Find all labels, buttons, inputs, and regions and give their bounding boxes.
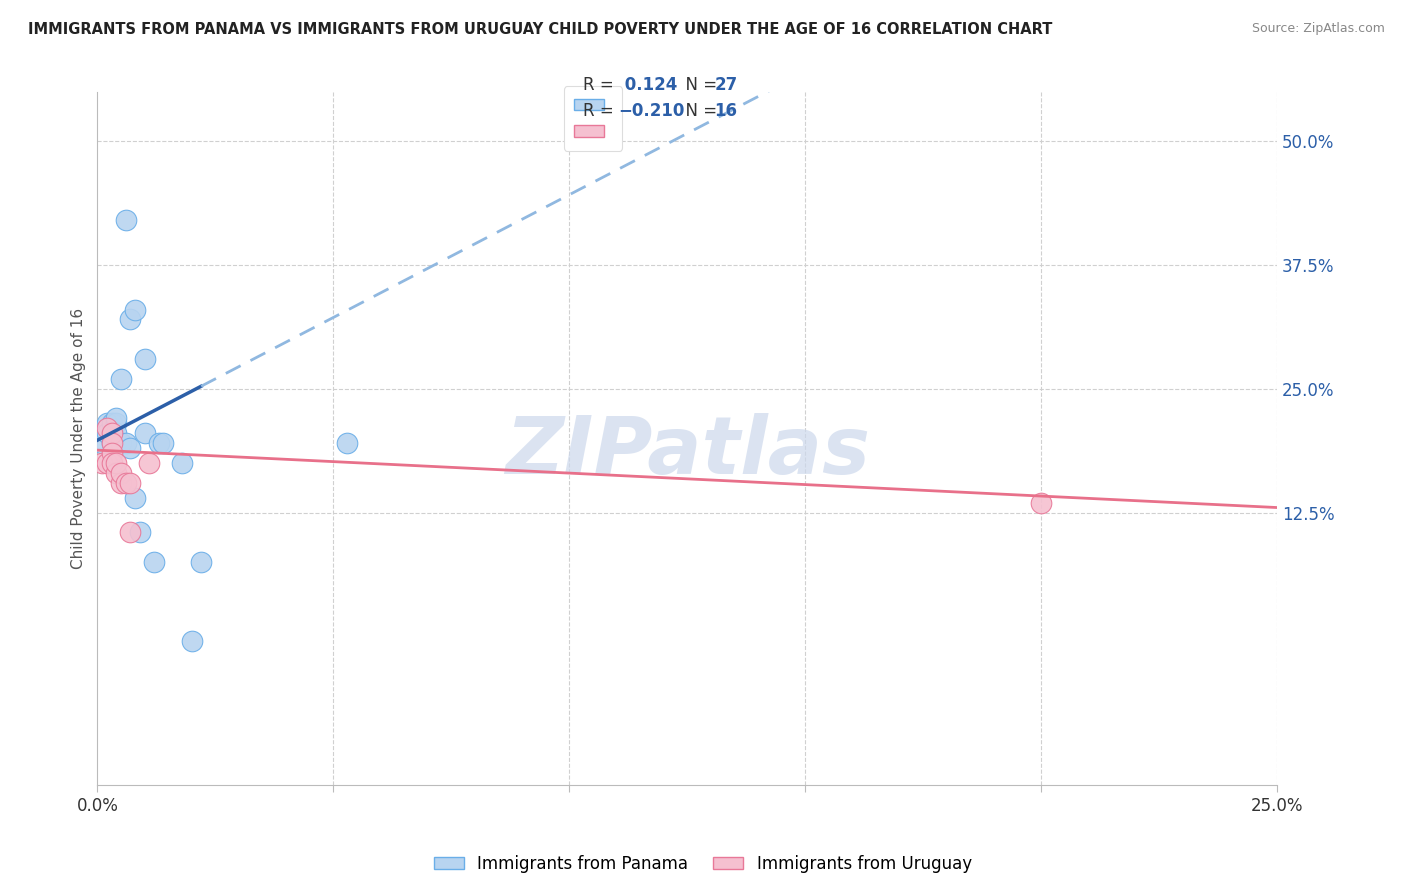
- Point: [114, 436, 136, 450]
- Text: −0.210: −0.210: [619, 103, 685, 120]
- Text: ZIPatlas: ZIPatlas: [505, 413, 870, 491]
- Point: [105, 417, 128, 431]
- Text: 16: 16: [714, 103, 737, 120]
- Point: [172, 456, 194, 470]
- Point: [1031, 495, 1053, 509]
- Text: R =: R =: [583, 103, 620, 120]
- Point: [105, 466, 128, 480]
- Point: [100, 426, 122, 441]
- Text: IMMIGRANTS FROM PANAMA VS IMMIGRANTS FROM URUGUAY CHILD POVERTY UNDER THE AGE OF: IMMIGRANTS FROM PANAMA VS IMMIGRANTS FRO…: [28, 22, 1053, 37]
- Point: [105, 411, 128, 425]
- Point: [96, 421, 118, 435]
- Point: [96, 417, 118, 431]
- Point: [100, 436, 122, 450]
- Point: [100, 446, 122, 460]
- Point: [120, 312, 142, 326]
- Point: [96, 456, 118, 470]
- Legend: , : ,: [564, 87, 621, 151]
- Point: [124, 302, 146, 317]
- Point: [143, 555, 166, 569]
- Point: [190, 555, 212, 569]
- Point: [120, 475, 142, 490]
- Point: [91, 436, 114, 450]
- Point: [110, 466, 132, 480]
- Point: [105, 426, 128, 441]
- Legend: Immigrants from Panama, Immigrants from Uruguay: Immigrants from Panama, Immigrants from …: [427, 848, 979, 880]
- Point: [110, 372, 132, 386]
- Point: [96, 426, 118, 441]
- Point: [138, 456, 160, 470]
- Point: [120, 525, 142, 540]
- Point: [180, 634, 202, 648]
- Text: N =: N =: [675, 76, 723, 94]
- Text: N =: N =: [675, 103, 723, 120]
- Point: [100, 456, 122, 470]
- Text: 27: 27: [714, 76, 738, 94]
- Point: [134, 352, 156, 367]
- Text: 0.124: 0.124: [619, 76, 678, 94]
- Point: [110, 436, 132, 450]
- Point: [105, 456, 128, 470]
- Point: [114, 213, 136, 227]
- Point: [91, 456, 114, 470]
- Point: [148, 436, 170, 450]
- Point: [114, 475, 136, 490]
- Point: [100, 436, 122, 450]
- Point: [110, 475, 132, 490]
- Y-axis label: Child Poverty Under the Age of 16: Child Poverty Under the Age of 16: [72, 308, 86, 569]
- Point: [120, 441, 142, 455]
- Point: [128, 525, 150, 540]
- Text: Source: ZipAtlas.com: Source: ZipAtlas.com: [1251, 22, 1385, 36]
- Point: [124, 491, 146, 505]
- Point: [152, 436, 174, 450]
- Point: [100, 417, 122, 431]
- Point: [134, 426, 156, 441]
- Text: R =: R =: [583, 76, 620, 94]
- Point: [336, 436, 359, 450]
- Point: [100, 426, 122, 441]
